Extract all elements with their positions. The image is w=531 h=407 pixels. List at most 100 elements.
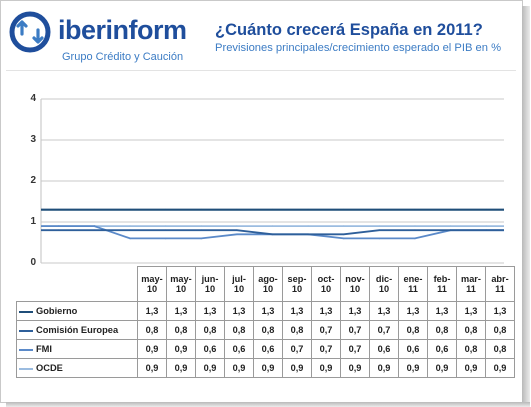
y-tick-label: 4 bbox=[30, 93, 36, 104]
data-point bbox=[93, 229, 96, 231]
x-tick-label: jul- 10 bbox=[224, 266, 254, 302]
table-header-row: may- 10 may- 10 jun- 10 jul- 10 ago- 10 sep- 10 oct-… bbox=[17, 266, 515, 302]
data-point bbox=[307, 208, 309, 211]
data-label: 0,8 bbox=[137, 320, 167, 340]
data-label: 0,6 bbox=[253, 339, 283, 359]
data-label: 0,6 bbox=[369, 339, 399, 359]
gridlines bbox=[41, 98, 504, 264]
data-label: 0,9 bbox=[311, 358, 341, 378]
data-label: 0,8 bbox=[282, 320, 312, 340]
legend-key bbox=[19, 348, 33, 351]
data-label: 1,3 bbox=[369, 301, 399, 321]
header-divider bbox=[6, 70, 516, 71]
legend-key bbox=[19, 310, 33, 313]
iberinform-logo-icon bbox=[9, 11, 51, 53]
x-tick-label: sep- 10 bbox=[282, 266, 312, 302]
data-point bbox=[485, 225, 487, 227]
data-label: 0,9 bbox=[456, 358, 486, 378]
y-tick-label: 3 bbox=[30, 134, 36, 145]
data-point bbox=[129, 229, 131, 231]
data-point bbox=[129, 225, 131, 227]
data-label: 0,9 bbox=[369, 358, 399, 378]
data-point bbox=[200, 237, 203, 240]
data-label: 0,7 bbox=[369, 320, 399, 340]
data-point bbox=[342, 233, 345, 236]
table-row: OCDE 0,9 0,9 0,9 0,9 0,9 0,9 0,9 0,9 0,9 0,9 0,9 0,9… bbox=[16, 358, 515, 378]
data-point bbox=[93, 225, 96, 227]
legend-entry: OCDE bbox=[16, 358, 138, 378]
data-label: 0,8 bbox=[485, 320, 515, 340]
data-table: may- 10 may- 10 jun- 10 jul- 10 ago- 10 sep- 10 oct-… bbox=[16, 266, 515, 378]
data-label: 0,6 bbox=[224, 339, 254, 359]
data-point bbox=[93, 208, 96, 211]
data-point bbox=[449, 225, 452, 227]
brand-name: iberinform bbox=[58, 15, 187, 46]
data-point bbox=[414, 208, 416, 211]
data-point bbox=[58, 225, 60, 227]
data-label: 0,9 bbox=[137, 339, 167, 359]
x-tick-label: jun- 10 bbox=[195, 266, 225, 302]
y-tick-label: 1 bbox=[30, 216, 36, 227]
data-label: 0,8 bbox=[485, 339, 515, 359]
x-tick-label: feb- 11 bbox=[427, 266, 457, 302]
data-point bbox=[58, 229, 60, 231]
data-label: 0,8 bbox=[427, 320, 457, 340]
data-point bbox=[200, 229, 203, 231]
table-row: FMI 0,9 0,9 0,6 0,6 0,6 0,7 0,7 0,7 0,6 0,6 0,6 0,8 0… bbox=[16, 339, 515, 359]
data-label: 0,8 bbox=[166, 320, 196, 340]
data-label: 0,6 bbox=[398, 339, 428, 359]
line-chart-plot bbox=[40, 98, 504, 264]
data-label: 0,6 bbox=[427, 339, 457, 359]
data-label: 0,9 bbox=[166, 339, 196, 359]
x-tick-label: abr- 11 bbox=[485, 266, 515, 302]
data-label: 1,3 bbox=[282, 301, 312, 321]
data-label: 1,3 bbox=[427, 301, 457, 321]
data-point bbox=[164, 225, 167, 227]
data-point bbox=[164, 237, 167, 240]
data-label: 1,3 bbox=[195, 301, 225, 321]
data-point bbox=[485, 229, 487, 231]
data-point bbox=[414, 225, 416, 227]
data-label: 0,8 bbox=[398, 320, 428, 340]
series-lines bbox=[41, 208, 504, 240]
data-point bbox=[307, 225, 309, 227]
data-point bbox=[485, 208, 487, 211]
data-point bbox=[378, 208, 381, 211]
table-row: Comisión Europea 0,8 0,8 0,8 0,8 0,8 0,8 0,7 0,7… bbox=[16, 320, 515, 340]
data-label: 0,8 bbox=[456, 339, 486, 359]
x-tick-label: nov- 10 bbox=[340, 266, 370, 302]
brand-tagline: Grupo Crédito y Caución bbox=[62, 51, 184, 63]
data-label: 1,3 bbox=[456, 301, 486, 321]
data-point bbox=[200, 208, 203, 211]
data-label: 0,9 bbox=[398, 358, 428, 378]
legend-entry: FMI bbox=[16, 339, 138, 359]
data-label: 0,7 bbox=[340, 339, 370, 359]
data-label: 0,7 bbox=[340, 320, 370, 340]
table-corner bbox=[17, 267, 138, 302]
legend-entry: Gobierno bbox=[16, 301, 138, 321]
legend-entry: Comisión Europea bbox=[16, 320, 138, 340]
data-label: 0,9 bbox=[282, 358, 312, 378]
data-label: 1,3 bbox=[137, 301, 167, 321]
data-point bbox=[378, 225, 381, 227]
y-tick-label: 0 bbox=[30, 257, 36, 268]
data-point bbox=[236, 225, 238, 227]
data-point bbox=[342, 237, 345, 240]
x-tick-label: ene- 11 bbox=[398, 266, 428, 302]
data-point bbox=[378, 237, 381, 240]
data-label: 0,8 bbox=[456, 320, 486, 340]
data-point bbox=[449, 229, 452, 231]
series-line bbox=[41, 225, 504, 240]
data-point bbox=[236, 233, 238, 236]
x-tick-label: oct- 10 bbox=[311, 266, 341, 302]
data-label: 1,3 bbox=[398, 301, 428, 321]
x-tick-label: may- 10 bbox=[137, 266, 167, 302]
data-label: 0,8 bbox=[253, 320, 283, 340]
data-label: 0,6 bbox=[195, 339, 225, 359]
data-label: 0,9 bbox=[340, 358, 370, 378]
data-label: 1,3 bbox=[166, 301, 196, 321]
brand-name-bold: iber bbox=[58, 15, 106, 45]
data-label: 0,7 bbox=[282, 339, 312, 359]
data-point bbox=[414, 229, 416, 231]
data-point bbox=[271, 225, 274, 227]
